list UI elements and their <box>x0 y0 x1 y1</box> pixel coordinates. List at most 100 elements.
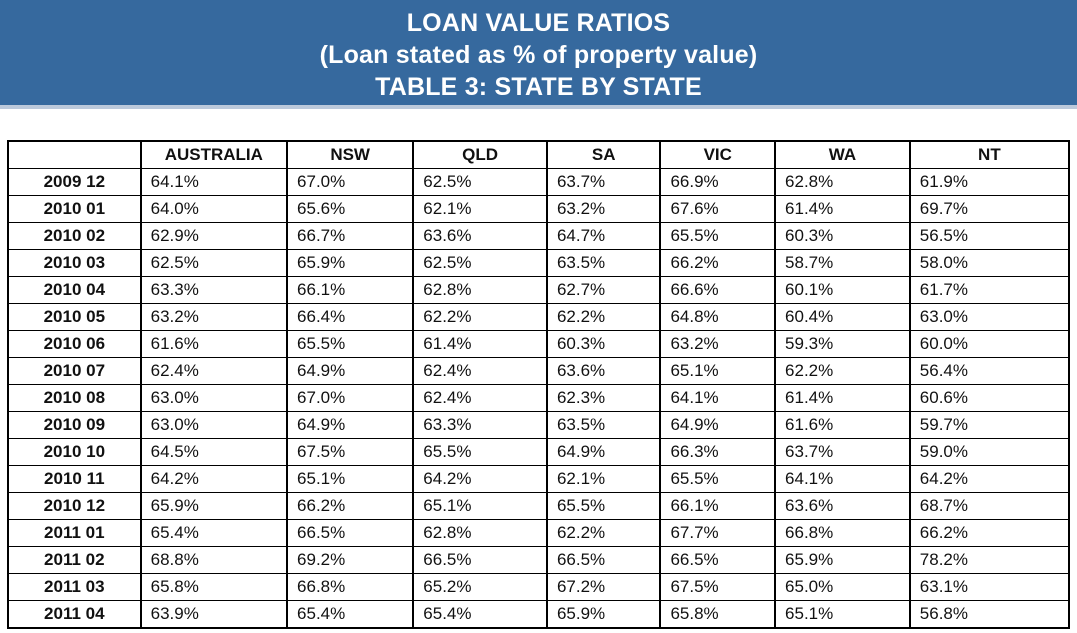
value-cell: 56.8% <box>908 600 1069 628</box>
value-cell: 63.2% <box>659 330 776 358</box>
value-cell: 63.2% <box>545 195 661 223</box>
value-cell: 65.5% <box>412 438 547 466</box>
value-cell: 63.2% <box>139 303 288 331</box>
value-cell: 68.7% <box>908 492 1069 520</box>
value-cell: 58.7% <box>774 249 910 277</box>
value-cell: 62.7% <box>545 276 661 304</box>
table-row: 2010 02 62.9% 66.7% 63.6% 64.7% 65.5% 60.3% 56.… <box>7 222 1069 250</box>
value-cell: 62.4% <box>412 357 547 385</box>
value-cell: 67.5% <box>659 573 776 601</box>
column-header: NSW <box>286 140 414 169</box>
value-cell: 65.1% <box>774 600 910 628</box>
row-label: 2010 03 <box>7 249 141 277</box>
column-header: QLD <box>412 140 547 169</box>
value-cell: 61.6% <box>139 330 288 358</box>
value-cell: 62.5% <box>412 168 547 196</box>
value-cell: 62.4% <box>139 357 288 385</box>
value-cell: 60.6% <box>908 384 1069 412</box>
value-cell: 62.3% <box>545 384 661 412</box>
value-cell: 65.9% <box>774 546 910 574</box>
value-cell: 63.0% <box>908 303 1069 331</box>
header-row: AUSTRALIA NSW QLD SA VIC WA NT <box>7 140 1069 169</box>
value-cell: 66.2% <box>286 492 414 520</box>
table-row: 2011 04 63.9% 65.4% 65.4% 65.9% 65.8% 65.1% 56.… <box>7 600 1069 628</box>
value-cell: 63.7% <box>545 168 661 196</box>
table-row: 2010 04 63.3% 66.1% 62.8% 62.7% 66.6% 60.1% 61.… <box>7 276 1069 304</box>
value-cell: 67.0% <box>286 384 414 412</box>
value-cell: 64.1% <box>139 168 288 196</box>
value-cell: 65.1% <box>286 465 414 493</box>
value-cell: 63.6% <box>545 357 661 385</box>
row-label: 2010 10 <box>7 438 141 466</box>
value-cell: 65.9% <box>545 600 661 628</box>
banner-table-label: TABLE 3: STATE BY STATE <box>375 73 702 101</box>
value-cell: 65.8% <box>139 573 288 601</box>
value-cell: 65.4% <box>412 600 547 628</box>
value-cell: 60.0% <box>908 330 1069 358</box>
value-cell: 63.0% <box>139 384 288 412</box>
column-header: WA <box>774 140 910 169</box>
value-cell: 60.3% <box>774 222 910 250</box>
row-label: 2011 04 <box>7 600 141 628</box>
value-cell: 62.1% <box>412 195 547 223</box>
value-cell: 64.5% <box>139 438 288 466</box>
value-cell: 63.0% <box>139 411 288 439</box>
column-header: SA <box>545 140 661 169</box>
value-cell: 66.3% <box>659 438 776 466</box>
value-cell: 64.9% <box>286 357 414 385</box>
value-cell: 66.1% <box>659 492 776 520</box>
value-cell: 60.1% <box>774 276 910 304</box>
value-cell: 64.9% <box>286 411 414 439</box>
value-cell: 62.5% <box>412 249 547 277</box>
value-cell: 63.5% <box>545 249 661 277</box>
value-cell: 61.4% <box>774 384 910 412</box>
loan-value-ratios-table: AUSTRALIA NSW QLD SA VIC WA NT 2009 12 64.1% 67.… <box>7 140 1070 629</box>
table-row: 2011 02 68.8% 69.2% 66.5% 66.5% 66.5% 65.9% 78.… <box>7 546 1069 574</box>
value-cell: 66.2% <box>908 519 1069 547</box>
value-cell: 67.2% <box>545 573 661 601</box>
column-header: VIC <box>659 140 776 169</box>
value-cell: 63.7% <box>774 438 910 466</box>
value-cell: 64.9% <box>659 411 776 439</box>
row-label: 2011 03 <box>7 573 141 601</box>
row-label: 2010 05 <box>7 303 141 331</box>
value-cell: 65.2% <box>412 573 547 601</box>
value-cell: 69.2% <box>286 546 414 574</box>
value-cell: 61.6% <box>774 411 910 439</box>
value-cell: 65.0% <box>774 573 910 601</box>
banner-title: LOAN VALUE RATIOS <box>406 9 671 37</box>
row-label: 2011 02 <box>7 546 141 574</box>
table-container: AUSTRALIA NSW QLD SA VIC WA NT 2009 12 64.1% 67.… <box>7 140 1070 629</box>
table-row: 2010 01 64.0% 65.6% 62.1% 63.2% 67.6% 61.4% 69.… <box>7 195 1069 223</box>
value-cell: 61.4% <box>774 195 910 223</box>
row-label: 2011 01 <box>7 519 141 547</box>
table-row: 2009 12 64.1% 67.0% 62.5% 63.7% 66.9% 62.8% 61.… <box>7 168 1069 196</box>
row-label: 2009 12 <box>7 168 141 196</box>
value-cell: 65.5% <box>659 465 776 493</box>
row-label: 2010 09 <box>7 411 141 439</box>
value-cell: 62.8% <box>412 519 547 547</box>
table-row: 2010 10 64.5% 67.5% 65.5% 64.9% 66.3% 63.7% 59.… <box>7 438 1069 466</box>
row-label: 2010 12 <box>7 492 141 520</box>
value-cell: 62.5% <box>139 249 288 277</box>
value-cell: 61.4% <box>412 330 547 358</box>
value-cell: 66.8% <box>286 573 414 601</box>
corner-cell <box>7 140 141 169</box>
value-cell: 58.0% <box>908 249 1069 277</box>
row-label: 2010 08 <box>7 384 141 412</box>
value-cell: 78.2% <box>908 546 1069 574</box>
value-cell: 56.5% <box>908 222 1069 250</box>
value-cell: 62.8% <box>412 276 547 304</box>
value-cell: 65.9% <box>139 492 288 520</box>
value-cell: 62.2% <box>412 303 547 331</box>
value-cell: 66.4% <box>286 303 414 331</box>
table-row: 2010 11 64.2% 65.1% 64.2% 62.1% 65.5% 64.1% 64.… <box>7 465 1069 493</box>
table-row: 2010 07 62.4% 64.9% 62.4% 63.6% 65.1% 62.2% 56.… <box>7 357 1069 385</box>
value-cell: 64.1% <box>774 465 910 493</box>
value-cell: 62.2% <box>774 357 910 385</box>
value-cell: 65.5% <box>659 222 776 250</box>
value-cell: 66.9% <box>659 168 776 196</box>
value-cell: 56.4% <box>908 357 1069 385</box>
row-label: 2010 01 <box>7 195 141 223</box>
table-row: 2010 06 61.6% 65.5% 61.4% 60.3% 63.2% 59.3% 60.… <box>7 330 1069 358</box>
